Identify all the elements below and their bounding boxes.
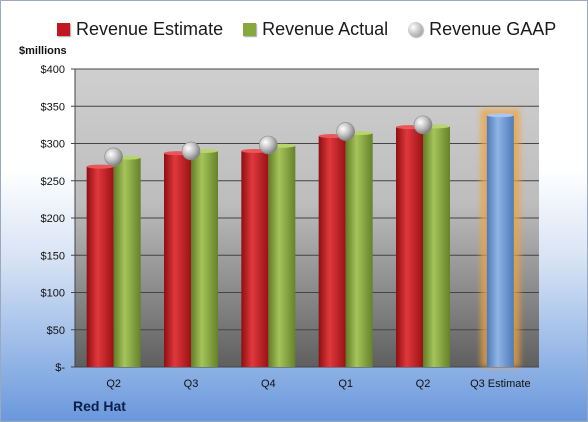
x-tick-label: Q3 [184,378,199,390]
bar-revenue-actual [345,133,373,367]
bar-cap-estimate [86,164,114,169]
y-tick-label: $200 [41,213,65,225]
legend-label-estimate: Revenue Estimate [76,18,224,39]
y-tick-label: $400 [41,64,65,76]
legend-item-revenue-actual: Revenue Actual [243,19,388,40]
x-tick-label: Q4 [261,378,276,390]
marker-revenue-gaap [413,115,433,135]
bar-revenue-actual [113,157,141,367]
company-name: Red Hat [73,398,126,414]
legend-label-gaap: Revenue GAAP [429,18,557,39]
x-tick-label: Q3 Estimate [470,378,531,390]
y-tick-label: $50 [47,325,65,337]
bar-revenue-estimate [318,136,346,367]
bar-revenue-estimate [164,153,191,367]
marker-revenue-gaap [336,122,355,141]
legend-item-revenue-gaap: Revenue GAAP [408,19,556,40]
bar-cap-q3-estimate [486,113,514,118]
y-axis-label: $millions [19,45,67,57]
y-tick-label: $300 [41,139,65,151]
bar-revenue-actual [268,145,296,367]
chart-legend: Revenue Estimate Revenue Actual Revenue … [57,17,556,41]
bar-revenue-estimate [86,166,114,367]
y-tick-label: $100 [41,288,65,300]
x-tick-label: Q1 [338,378,353,390]
marker-revenue-gaap [259,135,278,155]
legend-swatch-gaap [408,21,424,37]
legend-item-revenue-estimate: Revenue Estimate [57,19,223,40]
marker-revenue-gaap [181,141,201,161]
bar-revenue-actual [423,126,450,368]
bar-q3-estimate [486,115,514,367]
legend-swatch-estimate [57,22,70,36]
marker-revenue-gaap [104,147,123,167]
y-tick-label: $250 [41,176,65,188]
legend-swatch-actual [243,22,257,36]
bar-revenue-actual [191,150,218,367]
bar-revenue-estimate [241,150,269,367]
y-tick-label: $- [55,362,65,374]
bar-revenue-estimate [396,127,423,367]
x-tick-label: Q2 [106,378,121,390]
y-tick-label: $350 [41,101,65,113]
y-tick-label: $150 [41,250,65,262]
x-tick-label: Q2 [416,378,431,390]
legend-label-actual: Revenue Actual [262,18,389,39]
